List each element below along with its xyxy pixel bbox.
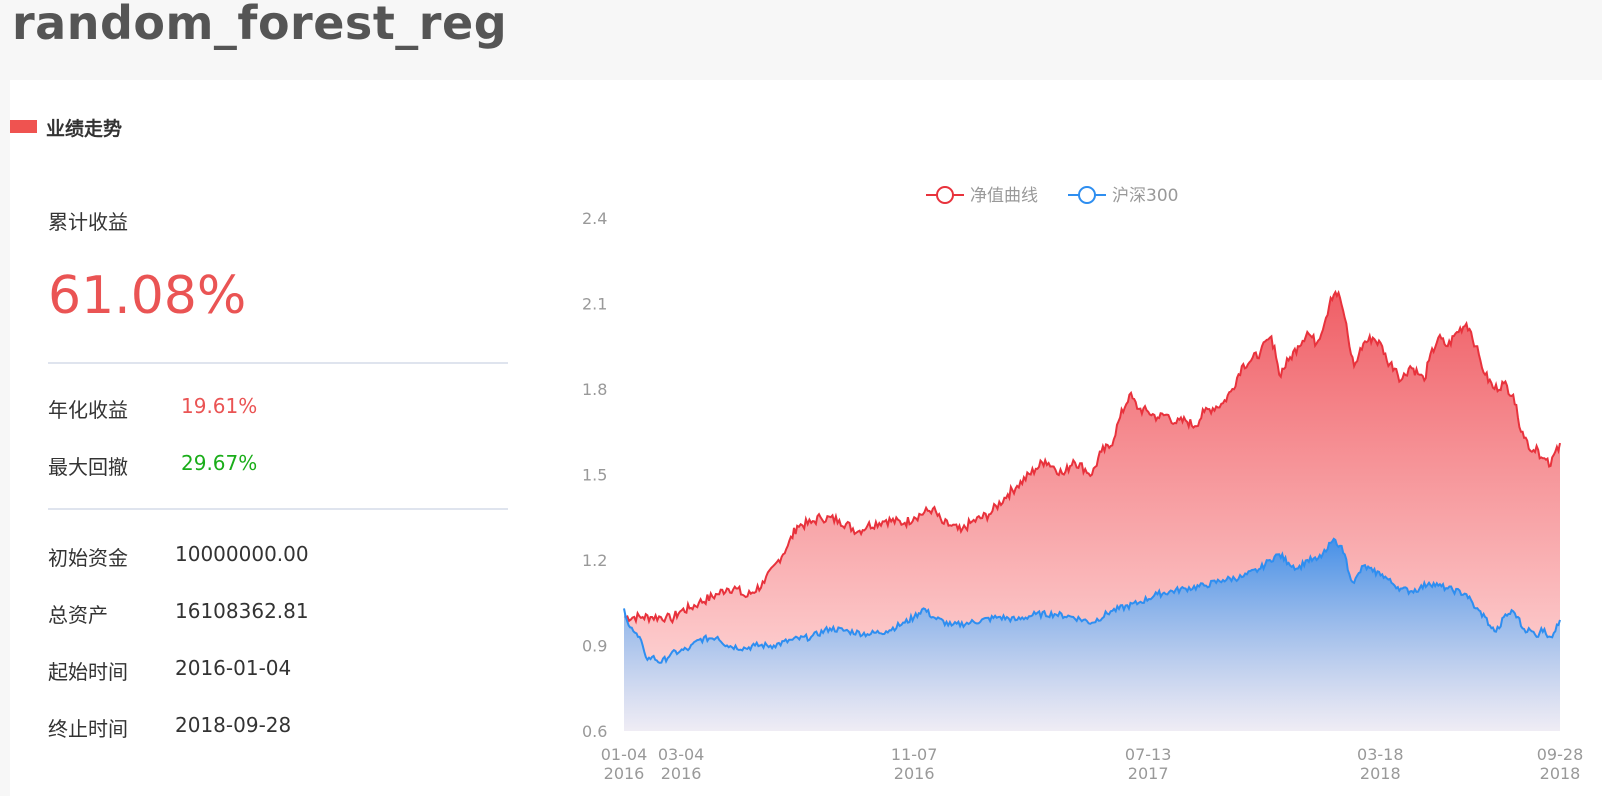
x-tick-year: 2016 bbox=[894, 764, 935, 783]
legend-label: 净值曲线 bbox=[970, 186, 1038, 206]
x-tick-label: 07-13 bbox=[1125, 745, 1172, 764]
end-date-label: 终止时间 bbox=[48, 717, 128, 741]
x-axis: 01-04201603-04201611-07201607-13201703-1… bbox=[601, 745, 1584, 783]
cumulative-return-value: 61.08% bbox=[48, 266, 247, 326]
max-drawdown-label: 最大回撤 bbox=[48, 455, 128, 479]
divider-bottom bbox=[48, 508, 508, 510]
nav-series-line bbox=[623, 289, 1561, 625]
x-tick-label: 03-18 bbox=[1357, 745, 1404, 764]
x-tick-year: 2018 bbox=[1360, 764, 1401, 783]
y-tick-label: 1.8 bbox=[582, 380, 607, 399]
hs300-series-line bbox=[623, 537, 1561, 665]
hs300-series-area bbox=[624, 538, 1560, 731]
plot-area bbox=[623, 289, 1561, 731]
x-tick-label: 01-04 bbox=[601, 745, 648, 764]
legend-label: 沪深300 bbox=[1112, 186, 1178, 206]
x-tick-year: 2017 bbox=[1128, 764, 1169, 783]
initial-capital-value: 10000000.00 bbox=[175, 542, 309, 566]
y-tick-label: 0.9 bbox=[582, 637, 607, 656]
x-tick-label: 11-07 bbox=[891, 745, 938, 764]
section-marker bbox=[10, 120, 37, 133]
x-tick-label: 03-04 bbox=[658, 745, 705, 764]
legend-item-hs300-series[interactable]: 沪深300 bbox=[1068, 186, 1178, 206]
total-assets-value: 16108362.81 bbox=[175, 599, 309, 623]
x-tick-year: 2018 bbox=[1540, 764, 1581, 783]
total-assets-label: 总资产 bbox=[48, 603, 108, 627]
x-tick-label: 09-28 bbox=[1537, 745, 1584, 764]
legend-circle-icon bbox=[936, 186, 954, 204]
y-axis: 0.6 0.9 1.2 1.5 1.8 2.1 2.4 bbox=[582, 209, 607, 741]
legend-circle-icon bbox=[1078, 186, 1096, 204]
divider-top bbox=[48, 362, 508, 364]
y-tick-label: 2.4 bbox=[582, 209, 607, 228]
cumulative-return-label: 累计收益 bbox=[48, 210, 128, 234]
start-date-value: 2016-01-04 bbox=[175, 656, 292, 680]
annual-return-value: 19.61% bbox=[181, 394, 258, 418]
section-title: 业绩走势 bbox=[46, 118, 123, 140]
x-tick-year: 2016 bbox=[661, 764, 702, 783]
y-tick-label: 0.6 bbox=[582, 722, 607, 741]
legend-item-nav-series[interactable]: 净值曲线 bbox=[926, 186, 1038, 206]
start-date-label: 起始时间 bbox=[48, 660, 128, 684]
legend[interactable]: 净值曲线 沪深300 bbox=[926, 186, 1178, 206]
x-tick-year: 2016 bbox=[604, 764, 645, 783]
initial-capital-label: 初始资金 bbox=[48, 546, 128, 570]
max-drawdown-value: 29.67% bbox=[181, 451, 258, 475]
end-date-value: 2018-09-28 bbox=[175, 713, 292, 737]
page-title: random_forest_reg bbox=[12, 0, 508, 50]
y-tick-label: 1.5 bbox=[582, 466, 607, 485]
annual-return-label: 年化收益 bbox=[48, 398, 128, 422]
y-tick-label: 1.2 bbox=[582, 551, 607, 570]
y-tick-label: 2.1 bbox=[582, 295, 607, 314]
